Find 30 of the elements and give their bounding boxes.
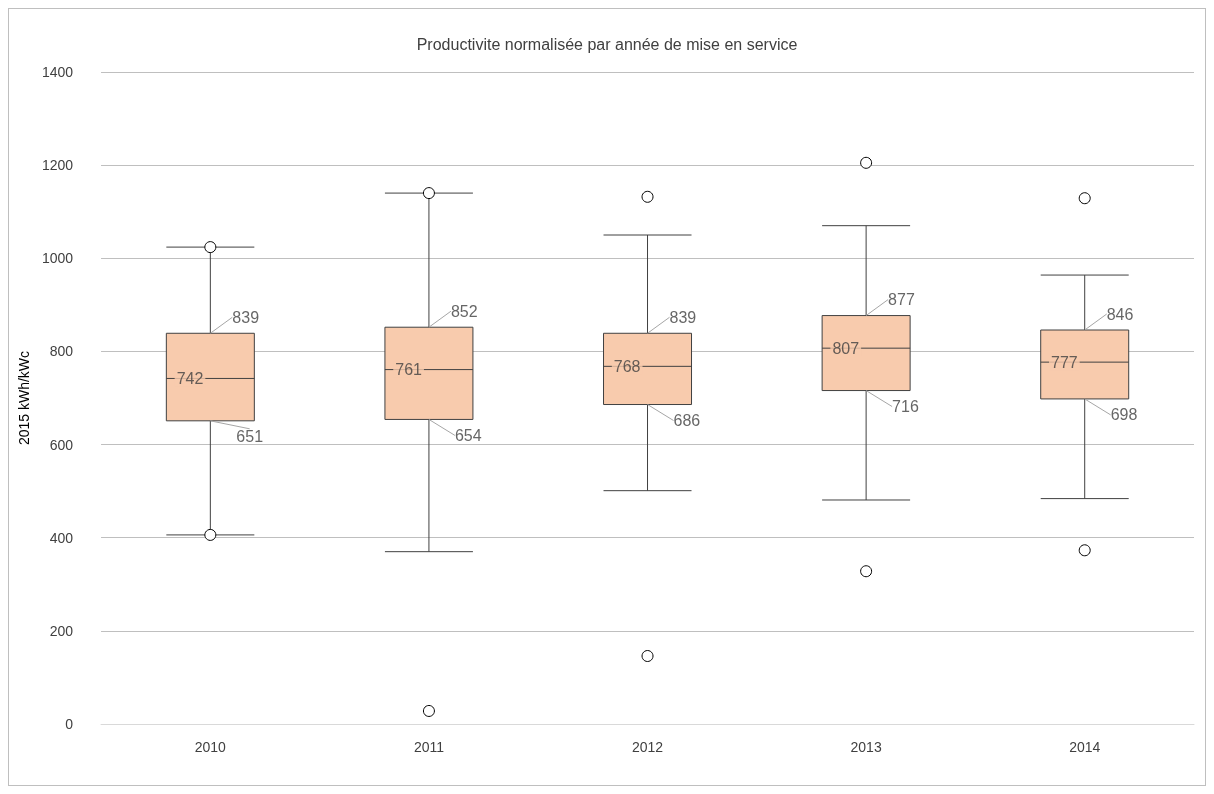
annotation: 761 — [395, 361, 423, 379]
annotation: 686 — [673, 412, 701, 430]
annotation: 839 — [232, 308, 260, 326]
x-tick-label: 2014 — [1069, 739, 1101, 755]
annotation: 877 — [888, 291, 915, 309]
y-tick-label: 1200 — [41, 157, 74, 174]
annotation: 846 — [1106, 305, 1134, 323]
annotation: 654 — [454, 426, 482, 444]
annotation: 651 — [236, 428, 264, 446]
y-tick-label: 400 — [49, 529, 74, 546]
annotation: 777 — [1051, 353, 1078, 371]
y-axis-title: 2015 kWh/kWc — [16, 350, 32, 446]
y-tick-label: 600 — [49, 436, 74, 453]
y-tick-label: 1000 — [41, 250, 74, 267]
x-tick-label: 2011 — [413, 739, 445, 755]
chart-title: Productivite normalisée par année de mise en service — [416, 35, 798, 53]
x-tick-label: 2013 — [850, 739, 882, 755]
annotation: 852 — [450, 302, 478, 320]
x-tick-label: 2010 — [194, 739, 227, 755]
x-tick-label: 2012 — [631, 739, 664, 755]
y-tick-label: 200 — [49, 622, 74, 639]
annotation: 807 — [832, 339, 860, 357]
y-tick-label: 0 — [65, 716, 74, 732]
annotation: 839 — [669, 308, 697, 326]
annotation: 716 — [892, 398, 919, 416]
y-tick-label: 1400 — [41, 64, 74, 80]
annotation: 742 — [176, 369, 204, 387]
y-tick-label: 800 — [49, 343, 74, 360]
annotation: 698 — [1110, 406, 1138, 424]
annotation: 768 — [613, 357, 641, 375]
